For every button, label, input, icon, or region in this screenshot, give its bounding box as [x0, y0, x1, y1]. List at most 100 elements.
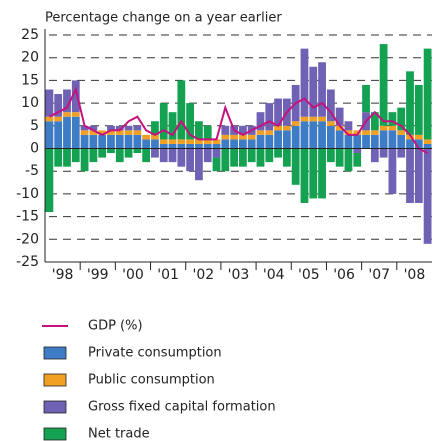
bar-segment [54, 116, 63, 122]
bar-segment [388, 130, 397, 149]
bar-segment [309, 66, 318, 117]
bar-segment [256, 112, 265, 131]
bar-segment [133, 125, 142, 131]
bar-segment [274, 125, 282, 131]
chart-title: Percentage change on a year earlier [45, 11, 282, 26]
bar-segment [45, 89, 54, 117]
x-tick-label: '99 [87, 267, 109, 283]
legend-swatch [43, 400, 67, 414]
bar-segment [115, 125, 124, 131]
bar-segment [318, 148, 326, 199]
bar-segment [230, 134, 238, 140]
bar-segment [274, 148, 282, 158]
bar-segment [239, 134, 247, 140]
bar-segment [89, 134, 98, 149]
y-tick-label: 15 [21, 72, 39, 88]
bar-segment [239, 139, 247, 149]
bar-segment [71, 148, 80, 163]
bar-segment [309, 148, 318, 199]
bar-segment [195, 121, 203, 140]
bar-segment [115, 130, 124, 135]
bar-segment [274, 98, 282, 126]
bar-segment [300, 148, 309, 203]
y-tick-label: -20 [16, 231, 39, 247]
bar-segment [423, 139, 432, 144]
bar-segment [379, 130, 388, 149]
bar-segment [326, 125, 335, 149]
bar-segment [203, 148, 212, 163]
bar-segment [168, 148, 177, 163]
bar-segment [335, 125, 344, 131]
bar-segment [326, 89, 335, 122]
bar-segment [256, 148, 265, 167]
legend-label: Gross fixed capital formation [88, 400, 276, 415]
bar-segment [177, 148, 186, 167]
bar-segment [344, 134, 353, 149]
bar-segment [326, 148, 335, 163]
x-tick-label: '04 [263, 267, 285, 283]
bar-segment [80, 148, 89, 172]
bar-segment [423, 148, 432, 244]
bar-segment [239, 148, 247, 167]
bar-segment [335, 148, 344, 167]
bar-segment [291, 121, 300, 126]
y-tick-label: 5 [30, 118, 39, 134]
bar-segment [89, 130, 98, 135]
bar-segment [388, 148, 397, 194]
bar-segment [63, 112, 71, 117]
bar-segment [203, 143, 212, 149]
bar-segment [291, 125, 300, 149]
bar-segment [142, 148, 151, 163]
bar-segment [124, 134, 133, 149]
bar-segment [133, 130, 142, 135]
bar-segment [318, 116, 326, 122]
bar-segment [98, 134, 107, 149]
bar-segment [318, 121, 326, 149]
bar-segment [239, 125, 247, 135]
bar-segment [256, 130, 265, 135]
bar-segment [80, 134, 89, 149]
bar-segment [379, 125, 388, 131]
bar-segment [133, 148, 142, 154]
bar-segment [221, 139, 230, 149]
bar-segment [186, 148, 195, 172]
bar-segment [177, 139, 186, 144]
y-tick-label: 20 [21, 50, 39, 66]
bar-segment [300, 121, 309, 149]
bar-segment [124, 130, 133, 135]
bar-segment [423, 48, 432, 140]
legend-swatch [43, 373, 67, 387]
bar-segment [195, 139, 203, 144]
bar-segment [195, 148, 203, 181]
bar-segment [300, 116, 309, 122]
bar-segment [256, 134, 265, 149]
bar-segment [71, 116, 80, 149]
bar-segment [89, 148, 98, 163]
bar-segment [124, 125, 133, 131]
bar-segment [142, 139, 151, 149]
bar-segment [414, 148, 423, 203]
bar-segment [230, 148, 238, 167]
bar-segment [54, 148, 63, 167]
bar-segment [362, 84, 370, 113]
bar-segment [344, 121, 353, 131]
bar-segment [265, 130, 274, 135]
bar-segment [151, 134, 159, 140]
bar-segment [335, 107, 344, 126]
y-tick-label: 0 [30, 141, 39, 157]
bar-segment [151, 139, 159, 149]
y-tick-label: -10 [16, 186, 39, 202]
bar-segment [159, 139, 168, 144]
bar-segment [107, 130, 115, 135]
bar-segment [397, 134, 406, 149]
bar-segment [168, 143, 177, 149]
bar-segment [54, 94, 63, 117]
bar-segment [177, 143, 186, 149]
bar-segment [388, 112, 397, 126]
bar-segment [63, 148, 71, 167]
bar-segment [89, 125, 98, 131]
bar-segment [195, 143, 203, 149]
bar-segment [247, 134, 256, 140]
bar-segment [221, 125, 230, 135]
bar-segment [80, 125, 89, 131]
